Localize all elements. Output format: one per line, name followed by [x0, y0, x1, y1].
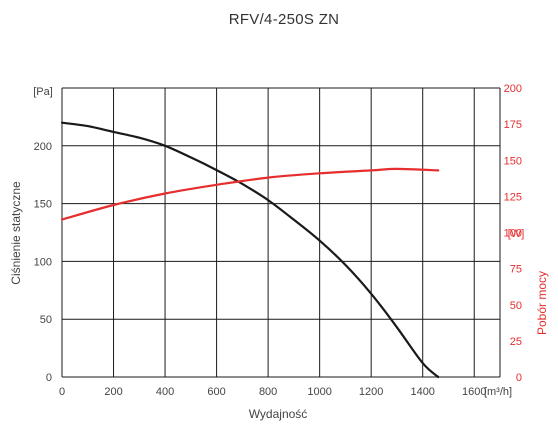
x-label: Wydajność	[249, 407, 308, 421]
power-curve	[60, 167, 440, 221]
y-left-tick-label: 100	[34, 256, 52, 268]
x-tick-label: 0	[59, 386, 65, 398]
y-right-tick-label: 100	[504, 228, 522, 240]
x-tick-label: 1400	[410, 386, 434, 398]
x-tick-label: 1000	[307, 386, 331, 398]
x-tick-label: 600	[207, 386, 225, 398]
y-right-tick-label: 150	[504, 155, 522, 167]
x-tick-label: 800	[259, 386, 277, 398]
y-left-unit: [Pa]	[33, 86, 53, 98]
tick-labels: 0 200 400 600 800 1000 1200 1400 160005010015020…	[34, 83, 522, 398]
y-right-tick-label: 200	[504, 83, 522, 95]
series-group	[60, 121, 440, 379]
y-right-unit: [W]	[508, 228, 525, 240]
y-left-label: Ciśnienie statyczne	[9, 181, 23, 285]
y-right-tick-label: 125	[504, 191, 522, 203]
chart-title: RFV/4-250S ZN	[229, 11, 340, 28]
pressure-curve	[60, 121, 440, 379]
x-tick-label: 1600	[462, 386, 486, 398]
y-left-tick-label: 50	[40, 314, 52, 326]
y-right-tick-label: 75	[510, 264, 522, 276]
y-right-tick-label: 50	[510, 300, 522, 312]
y-right-tick-label: 0	[516, 372, 522, 384]
x-unit: [m³/h]	[484, 386, 512, 398]
y-right-label: Pobór mocy	[535, 271, 549, 335]
x-tick-label: 400	[156, 386, 174, 398]
x-tick-label: 1200	[359, 386, 383, 398]
grid	[61, 87, 501, 378]
y-right-tick-label: 175	[504, 119, 522, 131]
x-tick-label: 200	[104, 386, 122, 398]
y-left-tick-label: 200	[34, 141, 52, 153]
y-right-tick-label: 25	[510, 336, 522, 348]
y-left-tick-label: 0	[46, 372, 52, 384]
y-left-tick-label: 150	[34, 199, 52, 211]
